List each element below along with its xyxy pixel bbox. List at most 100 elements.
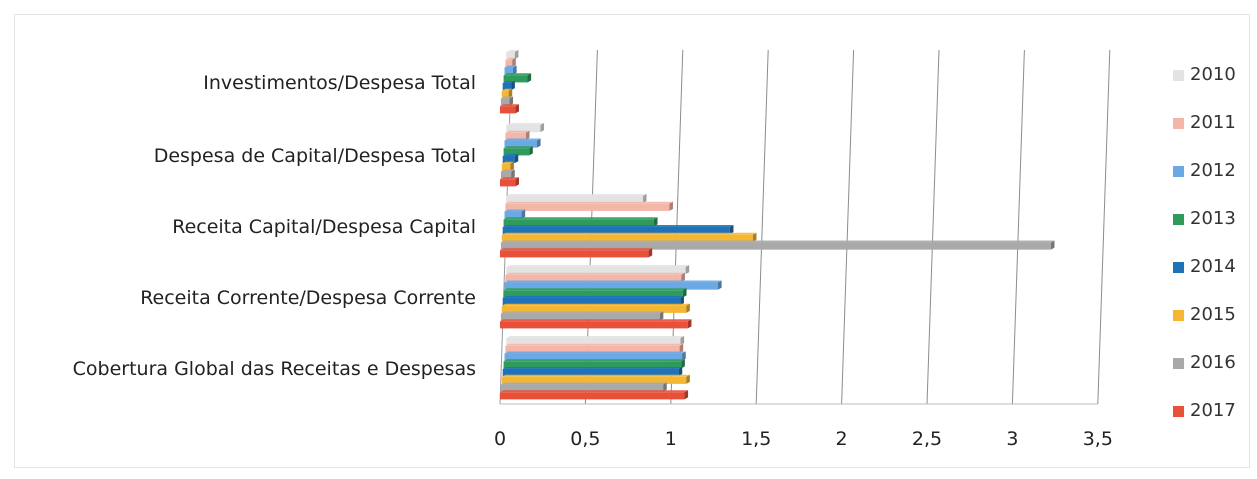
bar-top: [502, 296, 684, 298]
bar-end: [681, 272, 685, 282]
bar-end: [525, 130, 530, 140]
bar-top: [500, 382, 667, 385]
legend-swatch: [1173, 214, 1184, 225]
bar: [500, 392, 685, 400]
bar: [502, 83, 512, 91]
bar-top: [502, 225, 734, 227]
bar-top: [502, 367, 683, 369]
bar: [504, 211, 522, 219]
bar: [501, 305, 687, 313]
legend-label: 2016: [1190, 352, 1236, 373]
bar-top: [501, 303, 690, 306]
bar-end: [509, 96, 514, 106]
bar-top: [500, 311, 664, 314]
legend-swatch: [1173, 262, 1184, 273]
bar-end: [536, 138, 541, 148]
x-tick-label: 1,5: [741, 428, 771, 450]
legend-swatch: [1173, 166, 1184, 177]
bar-top: [505, 272, 685, 275]
bar: [505, 274, 682, 282]
bar: [501, 234, 753, 242]
bar: [506, 196, 643, 204]
x-tick-label: 3: [1006, 428, 1018, 450]
bar-end: [508, 88, 513, 98]
legend-label: 2011: [1190, 112, 1236, 133]
bar-top: [501, 88, 513, 91]
bar-end: [680, 336, 685, 346]
legend-swatch: [1173, 406, 1184, 417]
bar-top: [502, 81, 515, 83]
bar-end: [686, 303, 690, 313]
bar: [503, 219, 654, 227]
bar: [506, 125, 541, 133]
x-tick-label: 3,5: [1083, 428, 1113, 450]
bar-top: [505, 130, 530, 133]
bar-end: [653, 217, 658, 227]
bar: [502, 156, 515, 164]
bar-end: [682, 351, 686, 361]
bar-end: [1050, 240, 1055, 250]
bar-end: [515, 177, 519, 187]
bar: [504, 67, 514, 75]
bar-end: [514, 50, 519, 60]
bar: [501, 90, 509, 98]
bar-top: [500, 390, 689, 393]
bar-end: [648, 248, 653, 258]
bar-end: [687, 319, 692, 329]
bar: [505, 132, 526, 140]
category-label: Cobertura Global das Receitas e Despesas: [73, 358, 476, 380]
bar-top: [504, 280, 722, 283]
bar-top: [505, 201, 673, 204]
legend-label: 2017: [1190, 400, 1236, 421]
legend-swatch: [1173, 310, 1184, 321]
bar-top: [502, 154, 519, 156]
bar-top: [505, 57, 516, 60]
bar: [500, 106, 516, 114]
bar: [501, 163, 511, 171]
bar-top: [506, 194, 647, 196]
category-label: Despesa de Capital/Despesa Total: [154, 145, 476, 167]
legend-label: 2012: [1190, 160, 1236, 181]
bar-top: [500, 240, 1055, 243]
bar: [503, 361, 682, 369]
bar: [504, 353, 683, 361]
bar-top: [501, 161, 514, 164]
gridline: [1011, 49, 1025, 405]
category-label: Receita Corrente/Despesa Corrente: [140, 287, 476, 309]
bar-end: [540, 123, 545, 133]
bar: [500, 98, 510, 106]
bar: [500, 250, 649, 258]
legend-swatch: [1173, 70, 1184, 81]
bar-top: [500, 96, 514, 99]
bar-end: [529, 146, 533, 156]
bar-end: [678, 367, 683, 377]
bar-end: [521, 209, 526, 219]
bar-end: [679, 343, 684, 353]
bar-top: [505, 343, 684, 346]
bar: [500, 242, 1051, 250]
bar-top: [501, 232, 757, 235]
gridline: [1097, 49, 1111, 405]
category-label: Investimentos/Despesa Total: [203, 72, 476, 94]
x-tick-label: 2: [836, 428, 848, 450]
bar-end: [642, 194, 647, 204]
bar-top: [506, 50, 519, 52]
bar-top: [500, 319, 692, 322]
gridline: [841, 49, 855, 405]
x-tick-label: 0,5: [570, 428, 600, 450]
bar-end: [514, 154, 519, 164]
bar-end: [685, 265, 690, 275]
bar-end: [684, 390, 689, 400]
x-tick-label: 1: [665, 428, 677, 450]
bar: [500, 321, 688, 329]
bar-end: [682, 288, 687, 298]
bar-top: [503, 73, 532, 76]
bar-end: [512, 57, 516, 67]
bar-end: [680, 296, 684, 306]
bar: [502, 298, 681, 306]
category-label: Receita Capital/Despesa Capital: [172, 216, 476, 238]
bar-top: [506, 336, 685, 338]
bar: [505, 203, 670, 211]
bar-end: [718, 280, 722, 290]
